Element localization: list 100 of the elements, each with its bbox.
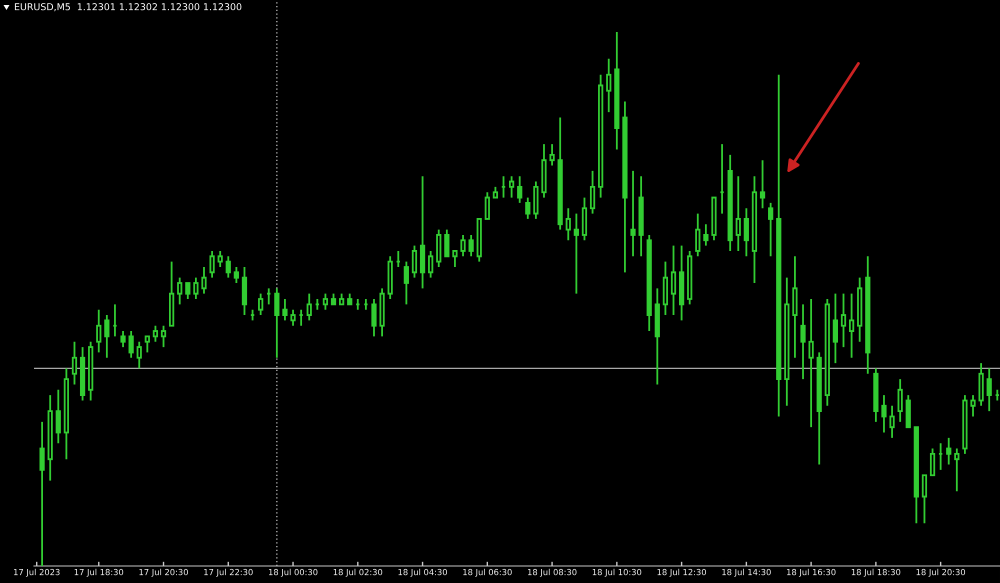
- candlestick: [768, 202, 774, 258]
- candlestick: [104, 314, 110, 359]
- candlestick: [339, 292, 344, 306]
- candlestick: [48, 394, 53, 482]
- candlestick: [274, 287, 280, 359]
- candlestick: [784, 276, 790, 407]
- candlestick: [56, 388, 61, 444]
- candlestick: [371, 298, 377, 338]
- candlestick: [654, 287, 660, 386]
- candlestick: [282, 298, 288, 322]
- candlestick: [906, 394, 911, 428]
- x-tick-label: 18 Jul 16:30: [787, 568, 836, 577]
- candlestick: [218, 250, 223, 268]
- candlestick: [492, 186, 498, 198]
- candlestick: [930, 448, 936, 476]
- candlestick: [954, 448, 960, 492]
- candlestick: [452, 250, 458, 268]
- candlestick: [962, 394, 968, 455]
- candlestick: [840, 292, 846, 348]
- candlestick: [865, 255, 870, 375]
- candlestick: [848, 292, 854, 359]
- candlestick: [832, 292, 838, 364]
- candlestick: [128, 330, 134, 359]
- candlestick: [484, 191, 490, 220]
- candlestick: [857, 276, 862, 343]
- candlestick: [250, 308, 256, 322]
- x-tick-label: 18 Jul 14:30: [722, 568, 771, 577]
- candlestick: [428, 250, 434, 279]
- x-tick-label: 18 Jul 02:30: [334, 568, 382, 577]
- candlestick: [824, 298, 830, 407]
- candlestick: [889, 404, 895, 439]
- candlestick: [776, 74, 782, 418]
- candlestick: [970, 394, 976, 418]
- candlestick: [662, 260, 668, 316]
- candlestick: [379, 287, 385, 338]
- candlestick: [670, 244, 676, 316]
- candlestick: [404, 260, 409, 306]
- candlestick: [800, 303, 806, 380]
- candlestick: [760, 159, 766, 210]
- candlestick: [808, 298, 814, 428]
- candlestick: [687, 250, 692, 306]
- candlestick: [226, 255, 231, 279]
- candlestick: [986, 368, 992, 412]
- candlestick: [500, 175, 506, 198]
- candlestick: [792, 255, 798, 359]
- x-tick-label: 18 Jul 08:30: [528, 568, 577, 577]
- candlestick: [436, 228, 442, 268]
- candlestick: [314, 298, 320, 311]
- candlestick: [347, 292, 352, 306]
- x-tick-label: 18 Jul 20:30: [916, 568, 966, 577]
- candlestick: [290, 308, 296, 327]
- candlestick: [582, 196, 588, 242]
- candlestick: [881, 394, 887, 434]
- candlestick: [396, 250, 401, 268]
- candlestick: [994, 388, 1000, 402]
- candlestick: [136, 340, 142, 370]
- x-tick-label: 18 Jul 18:30: [852, 568, 900, 577]
- candlestick: [590, 170, 596, 214]
- candlestick: [355, 298, 360, 311]
- candlestick: [64, 368, 69, 460]
- candlestick: [622, 100, 628, 274]
- candlestick: [711, 196, 717, 242]
- candlestick: [638, 175, 644, 258]
- candlestick: [363, 298, 368, 311]
- candlestick: [388, 255, 393, 300]
- x-tick-label: 17 Jul 18:30: [74, 568, 124, 577]
- candlestick: [80, 346, 86, 402]
- candlestick: [914, 426, 919, 524]
- candlestick: [728, 154, 733, 252]
- candlestick: [460, 234, 466, 258]
- candlestick: [938, 442, 944, 471]
- candlestick: [234, 266, 239, 284]
- candlestick: [185, 282, 190, 300]
- candlestick: [719, 143, 725, 214]
- candlestick: [517, 175, 522, 204]
- x-tick-label: 18 Jul 04:30: [398, 568, 447, 577]
- candlestick: [646, 234, 652, 332]
- candlestick: [558, 116, 563, 231]
- candlestick: [209, 250, 215, 279]
- candlestick: [330, 292, 336, 306]
- candlestick: [541, 143, 547, 198]
- candlestick: [525, 196, 530, 220]
- candlestick: [978, 362, 984, 407]
- candlestick: [306, 292, 312, 322]
- candlestick: [549, 143, 555, 166]
- x-tick-label: 18 Jul 06:30: [463, 568, 512, 577]
- x-tick-label: 18 Jul 12:30: [658, 568, 706, 577]
- candlestick: [476, 218, 482, 263]
- candlestick: [898, 378, 903, 423]
- candlestick: [201, 266, 207, 295]
- candlestick: [420, 175, 426, 290]
- candlestick: [112, 303, 118, 338]
- candlestick: [606, 58, 612, 114]
- candlestick: [946, 436, 952, 466]
- candlestick: [322, 292, 328, 311]
- candlestick: [509, 175, 514, 198]
- candlestick: [298, 308, 304, 327]
- candlestick: [160, 324, 166, 348]
- candlestick: [39, 420, 45, 566]
- candlestick: [614, 31, 620, 150]
